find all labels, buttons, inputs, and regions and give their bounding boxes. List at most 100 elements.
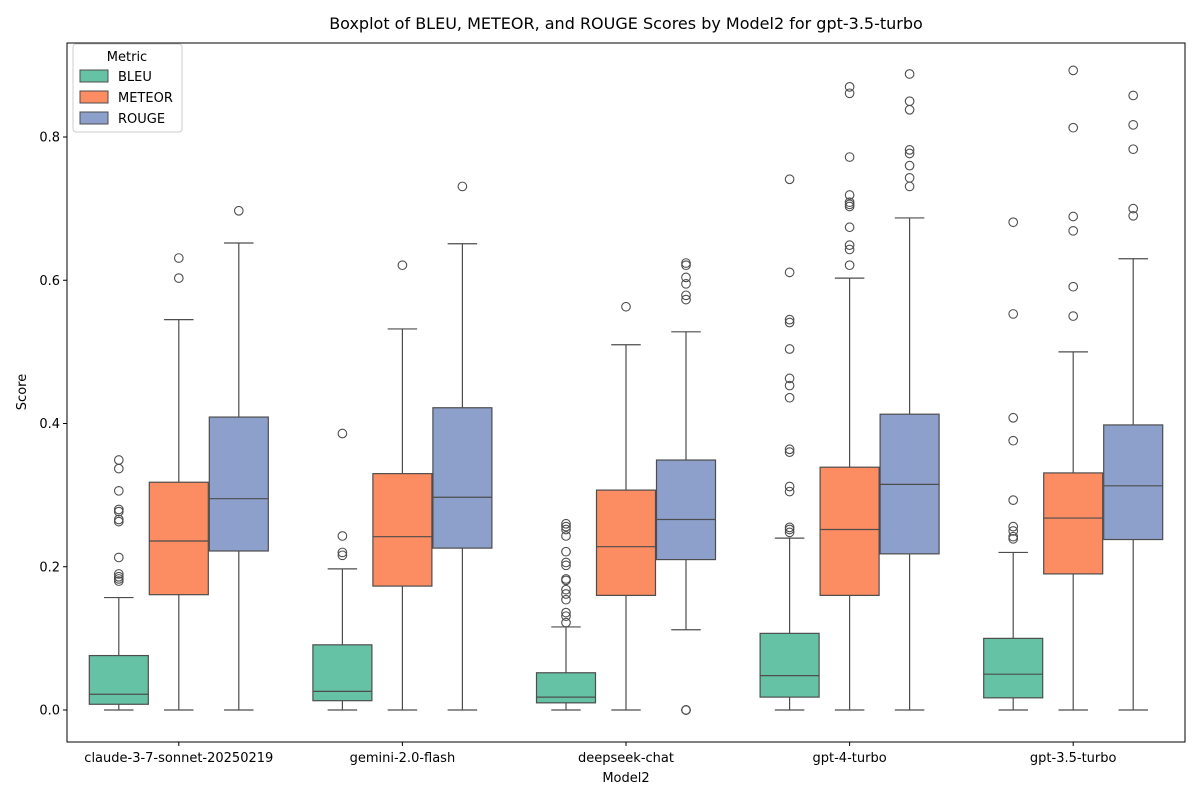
outlier-point [561,589,571,599]
outlier-point [113,485,124,496]
x-tick-label: gpt-3.5-turbo [1030,751,1117,766]
outlier-point [1068,281,1079,292]
outlier-point [397,260,408,271]
chart-title: Boxplot of BLEU, METEOR, and ROUGE Score… [329,14,923,33]
outlier-point [844,199,855,210]
box-rouge-4 [1103,90,1164,711]
iqr-box [148,481,209,596]
outlier-point [904,160,915,171]
outlier-point [113,514,124,525]
legend-label-bleu: BLEU [118,70,152,85]
outlier-point [784,314,795,325]
outlier-point [681,272,691,283]
outlier-point [844,244,855,255]
outlier-point [1008,526,1019,536]
outlier-point [844,82,855,92]
outlier-point [784,373,795,384]
y-tick-label: 0.0 [39,704,60,719]
box-meteor-4 [1043,65,1104,711]
outlier-point [113,569,124,579]
legend-frame [72,43,183,133]
outlier-point [681,278,691,289]
legend-swatch-meteor [79,90,109,104]
outlier-point [784,344,795,354]
outlier-point [1008,521,1019,532]
outlier-point [561,524,571,535]
outlier-point [113,504,124,515]
x-tick-label: claude-3-7-sonnet-20250219 [84,751,273,766]
legend-swatch-rouge [79,111,109,125]
outlier-point [1008,217,1019,228]
legend-swatch-bleu [79,69,109,83]
x-tick-label: deepseek-chat [578,751,674,766]
y-tick-label: 0.4 [39,417,60,432]
outlier-point [784,267,795,278]
outlier-point [904,145,915,155]
outlier-point [1008,435,1019,446]
box-rouge-3 [879,69,940,711]
iqr-box [88,654,149,705]
outlier-point [561,518,571,529]
outlier-point [173,253,184,263]
outlier-point [1128,90,1139,101]
x-axis-label: Model2 [602,771,649,786]
outlier-point [1008,309,1019,319]
outlier-point [784,444,795,455]
outlier-point [337,550,348,561]
outlier-point [784,174,795,185]
outlier-point [561,607,571,618]
outlier-point [457,181,468,192]
outlier-point [784,447,795,458]
outlier-point [844,88,855,99]
outlier-point [784,522,795,533]
outlier-point [561,546,571,557]
outlier-point [844,240,855,251]
outlier-point [1068,311,1079,321]
outlier-point [113,455,124,465]
box-rouge-2 [655,258,717,715]
outlier-point [784,486,795,497]
outlier-point [904,148,915,159]
outlier-point [844,260,855,271]
iqr-box [595,489,657,596]
outlier-point [337,531,348,541]
outlier-point [784,524,795,535]
outlier-point [1128,144,1139,155]
outlier-point [904,69,915,79]
box-meteor-0 [148,253,209,711]
iqr-box [983,637,1044,699]
outlier-point [784,392,795,403]
outlier-point [113,463,124,474]
iqr-box [655,459,717,561]
outlier-point [904,172,915,183]
y-tick-label: 0.2 [39,560,60,575]
y-axis-label: Score [15,374,30,410]
iqr-box [819,466,880,597]
iqr-box [432,407,493,549]
x-tick-label: gemini-2.0-flash [350,751,456,766]
outlier-point [844,222,855,233]
outlier-point [1128,119,1139,130]
outlier-point [784,380,795,391]
outlier-point [904,181,915,192]
outlier-point [1008,495,1019,505]
outlier-point [233,205,244,216]
outlier-point [1008,412,1019,423]
outlier-point [337,547,348,558]
outlier-point [113,574,124,584]
outlier-point [561,521,571,532]
legend-title: Metric [107,50,147,65]
outlier-point [784,481,795,492]
box-meteor-2 [595,301,657,711]
outlier-point [1128,210,1139,221]
outlier-point [621,301,631,312]
outlier-point [844,152,855,162]
outlier-point [113,552,124,563]
box-bleu-0 [88,455,149,711]
iqr-box [372,473,433,587]
iqr-box [535,672,597,704]
outlier-point [1068,211,1079,222]
outlier-point [561,575,571,586]
outlier-point [1068,65,1079,76]
outlier-point [561,557,571,568]
